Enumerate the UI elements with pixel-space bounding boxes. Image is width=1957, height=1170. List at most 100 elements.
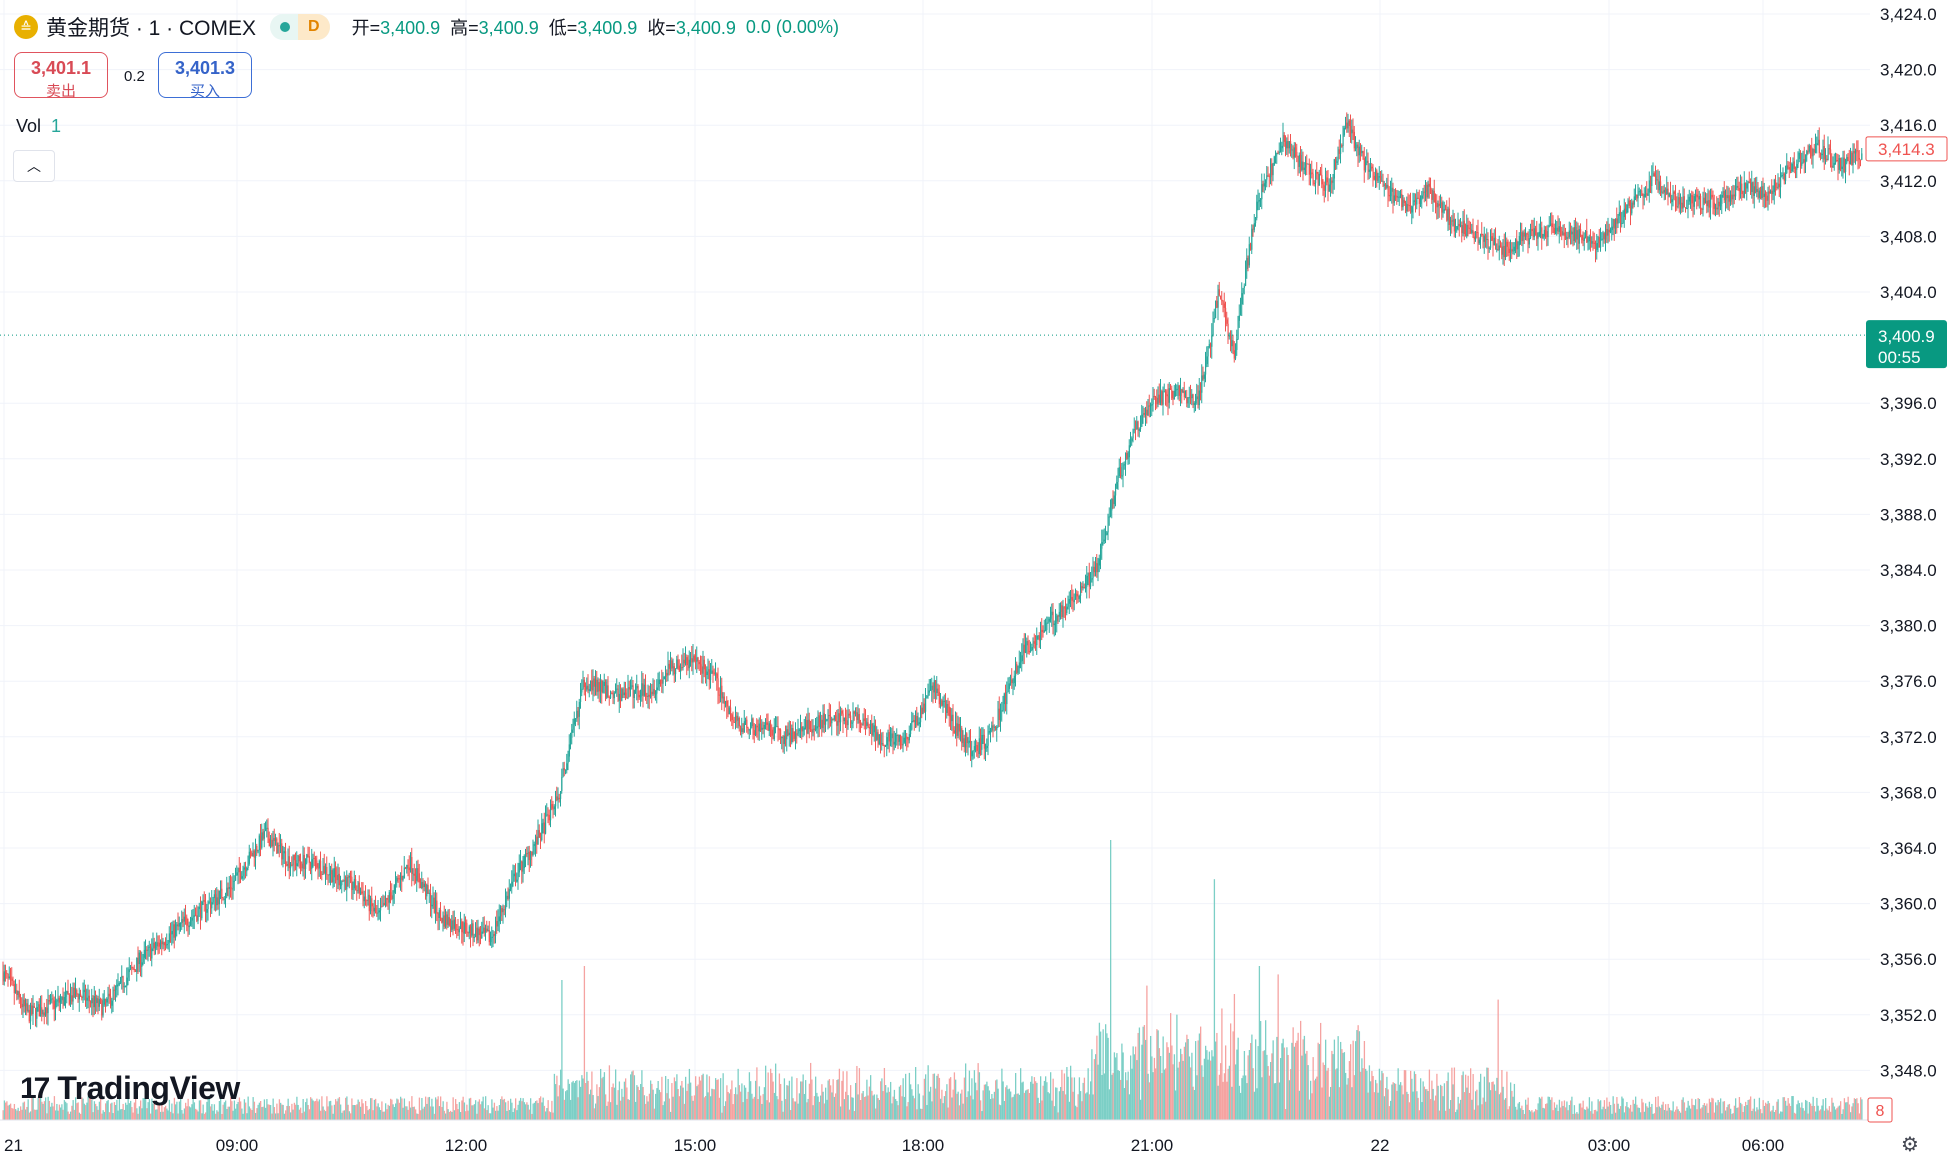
volume-bar <box>1316 1076 1318 1120</box>
volume-bar <box>1528 1109 1531 1120</box>
volume-bar <box>810 1062 812 1120</box>
volume-bar <box>1638 1107 1641 1120</box>
volume-bar <box>972 1099 974 1120</box>
price-axis[interactable]: 3,424.03,420.03,416.03,412.03,408.03,404… <box>1880 5 1937 1080</box>
volume-bar <box>161 1102 163 1120</box>
candle-body <box>538 830 540 838</box>
candle-body <box>877 732 879 745</box>
candle-body <box>1812 149 1814 157</box>
candle-body <box>760 723 762 730</box>
candle-body <box>1305 163 1307 168</box>
volume-bar <box>192 1096 194 1120</box>
candle-body <box>156 942 158 947</box>
candle-body <box>470 926 472 936</box>
volume-bar <box>198 1100 201 1120</box>
volume-bar <box>1406 1091 1408 1120</box>
volume-bar <box>1280 1058 1282 1120</box>
candle-body <box>1568 230 1570 238</box>
candle-body <box>431 904 433 907</box>
candle-body <box>530 851 532 861</box>
volume-bar <box>1143 1025 1146 1120</box>
volume-bar <box>1492 1081 1494 1120</box>
gear-icon[interactable]: ⚙ <box>1901 1133 1919 1156</box>
candle-body <box>813 728 815 730</box>
symbol-title[interactable]: 黄金期货 · 1 · COMEX <box>46 17 257 40</box>
candle-body <box>1477 232 1479 244</box>
candle-body <box>1296 151 1298 157</box>
volume-bar <box>891 1103 893 1120</box>
volume-bar <box>1250 1043 1252 1120</box>
volume-bar <box>865 1096 867 1120</box>
candle-body <box>23 999 25 1007</box>
volume-bar <box>266 1099 268 1120</box>
volume-bar <box>925 1074 927 1120</box>
candle-body <box>490 937 492 943</box>
volume-bar <box>840 1106 842 1120</box>
candle-body <box>1677 197 1679 207</box>
buy-button[interactable]: 3,401.3 买入 <box>158 52 252 100</box>
candle-body <box>510 887 512 890</box>
candle-body <box>1365 162 1367 171</box>
volume-bar <box>1566 1101 1568 1120</box>
candle-body <box>1577 230 1579 244</box>
candle-body <box>148 946 150 948</box>
candle-body <box>715 673 717 675</box>
candle-body <box>352 888 354 891</box>
candle-body <box>748 729 750 731</box>
candle-body <box>1087 572 1089 576</box>
volume-bar <box>1131 1068 1133 1120</box>
volume-legend[interactable]: Vol 1 <box>16 116 61 137</box>
volume-bar <box>73 1109 76 1120</box>
tradingview-logo[interactable]: 17 TradingView <box>20 1070 240 1107</box>
volume-bar <box>835 1093 837 1120</box>
candle-body <box>547 814 549 816</box>
candle-body <box>56 1000 58 1002</box>
candle-body <box>772 735 774 740</box>
candle-body <box>923 703 925 712</box>
volume-bar <box>1762 1100 1764 1120</box>
candle-body <box>1722 190 1724 195</box>
candle-body <box>700 664 702 667</box>
collapse-legend-button[interactable]: ︿ <box>13 150 55 182</box>
candle-body <box>105 998 107 1003</box>
candle-body <box>1122 465 1124 476</box>
volume-bar <box>410 1107 412 1120</box>
candle-body <box>1856 150 1858 152</box>
candle-body <box>1206 356 1208 365</box>
candle-body <box>1448 208 1450 225</box>
volume-bar <box>1557 1111 1559 1120</box>
volume-bar <box>1116 1053 1118 1120</box>
volume-bar <box>1155 1068 1157 1120</box>
candle-body <box>1400 193 1402 197</box>
volume-bar <box>583 966 586 1120</box>
candle-body <box>855 712 857 714</box>
candle-body <box>27 1009 29 1012</box>
volume-bar <box>81 1097 83 1120</box>
sell-price: 3,401.1 <box>30 58 92 78</box>
candle-body <box>338 873 340 886</box>
candle-body <box>1597 237 1599 243</box>
candle-body <box>1745 182 1747 189</box>
candle-body <box>1472 230 1474 237</box>
sell-button[interactable]: 3,401.1 卖出 <box>14 52 108 100</box>
volume-bar <box>867 1095 869 1120</box>
candle-body <box>303 854 305 870</box>
time-axis[interactable]: 21 09:00 12:00 15:00 18:00 21:00 22 03:00 06:00 <box>4 1136 1784 1155</box>
candle-body <box>1277 152 1279 154</box>
volume-bar <box>247 1096 249 1120</box>
candle-body <box>1475 232 1477 240</box>
candle-body <box>1505 241 1507 258</box>
candle-body <box>1617 215 1619 224</box>
volume-bar <box>191 1104 193 1120</box>
candle-body <box>1700 195 1702 209</box>
candle-body <box>1416 197 1418 205</box>
volume-bar <box>1348 1061 1351 1120</box>
volume-bar <box>827 1080 829 1120</box>
buy-label: 买入 <box>189 83 220 100</box>
volume-bar <box>441 1106 443 1120</box>
volume-bar <box>1046 1082 1048 1120</box>
market-status[interactable]: D <box>270 14 330 40</box>
candle-body <box>1852 151 1854 166</box>
candlesticks <box>2 112 1863 1030</box>
